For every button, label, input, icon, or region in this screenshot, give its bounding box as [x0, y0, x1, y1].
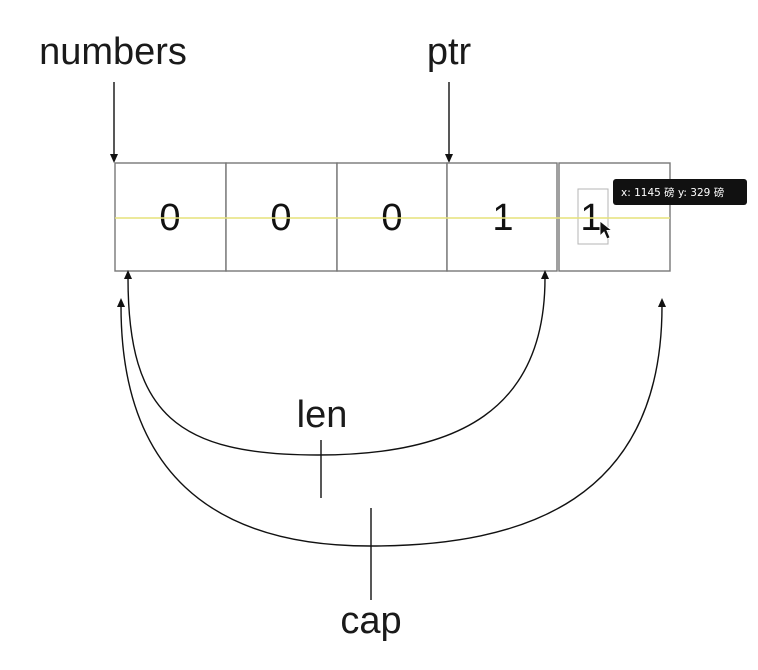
len-label: len	[297, 394, 348, 436]
cap-label: cap	[340, 600, 401, 642]
array-cell: 0	[114, 162, 227, 272]
mouse-cursor-icon	[599, 220, 614, 240]
numbers-arrowhead	[110, 154, 118, 163]
array-cell: 0	[225, 162, 338, 272]
array-cells: 0 0 0 1 1	[114, 162, 671, 272]
array-cell: 0	[336, 162, 448, 272]
numbers-label: numbers	[39, 31, 187, 73]
text-selection-box[interactable]	[577, 188, 609, 245]
ptr-label: ptr	[427, 31, 472, 73]
ptr-arrowhead	[445, 154, 453, 163]
cap-bracket	[117, 298, 666, 600]
coordinate-tooltip: x: 1145 磅 y: 329 磅	[613, 179, 747, 205]
len-bracket	[124, 270, 549, 498]
array-cell: 1	[446, 162, 558, 272]
coordinate-tooltip-text: x: 1145 磅 y: 329 磅	[621, 186, 724, 199]
